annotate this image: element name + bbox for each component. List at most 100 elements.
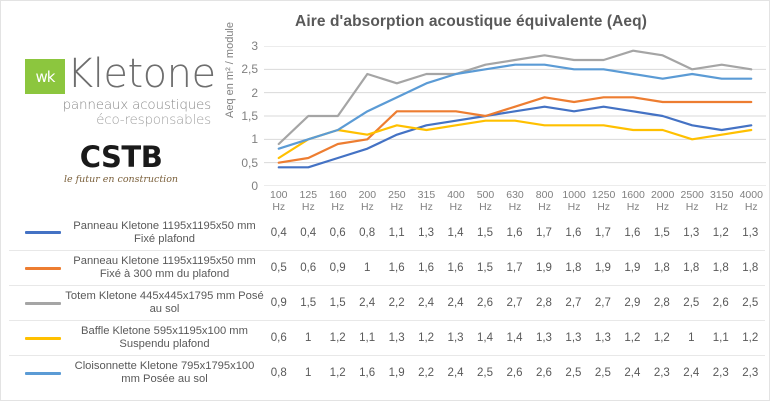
y-axis-tick-label: 2: [251, 85, 258, 100]
x-axis-freq-value: 3150: [710, 189, 734, 201]
table-cell-value: 0,6: [300, 262, 317, 274]
table-cell-value: 2,5: [565, 367, 582, 379]
legend-color-swatch: [25, 231, 61, 234]
x-axis-freq-value: 400: [447, 189, 465, 201]
table-cell-value: 1,6: [506, 226, 523, 239]
series-line-4: [277, 119, 753, 160]
x-axis-freq-value: 800: [535, 189, 554, 201]
x-axis-tick-label: 3150 Hz: [707, 189, 737, 217]
table-cell-value: 2,4: [683, 367, 700, 379]
table-cell-value: 0,9: [270, 297, 287, 309]
table-cell-value: 1,7: [535, 226, 552, 239]
legend-label: Totem Kletone 445x445x1795 mm Posé au so…: [65, 290, 264, 315]
table-cell-value: 2,8: [653, 297, 670, 309]
table-cell-value: 2,2: [388, 297, 405, 309]
table-cell-value: 1,3: [742, 226, 759, 239]
table-cell-value: 1,6: [418, 262, 435, 274]
table-cell-value: 1,2: [329, 367, 346, 379]
value-cells: 0,5 0,6 0,9 1 1,6 1,6 1,6 1,5 1,7 1,9 1,8 1,9 1,9 1,8…: [264, 262, 765, 274]
legend-label: Baffle Kletone 595x1195x100 mm Suspendu …: [81, 325, 248, 350]
x-axis-tick-label: 1250 Hz: [589, 189, 619, 217]
series-line-1: [277, 105, 753, 169]
x-axis-freq-unit: Hz: [715, 201, 729, 213]
legend-label: Cloisonnette Kletone 795x1795x100 mm Pos…: [74, 360, 255, 385]
table-cell-value: 1,8: [712, 262, 729, 274]
x-axis-freq-unit: Hz: [301, 201, 315, 213]
table-row: Totem Kletone 445x445x1795 mm Posé au so…: [9, 285, 765, 320]
series-line-2: [277, 96, 753, 164]
brand-block: wk Kletone panneaux acoustiques éco-resp…: [15, 51, 216, 200]
table-cell-value: 2,4: [624, 367, 641, 379]
series-line-3: [277, 49, 753, 146]
x-axis-freq-value: 315: [417, 189, 436, 201]
x-axis-freq-unit: Hz: [597, 201, 611, 213]
table-cell-value: 2,2: [418, 367, 435, 379]
legend-label: Panneau Kletone 1195x1195x50 mm Fixé pla…: [73, 219, 256, 245]
table-cell-value: 1,2: [653, 332, 670, 344]
legend-color-swatch: [25, 336, 61, 340]
table-cell-value: 1,9: [624, 262, 641, 274]
table-cell-value: 1,3: [594, 332, 611, 344]
table-cell-value: 0,5: [270, 262, 287, 274]
x-axis-freq-value: 4000: [739, 189, 763, 201]
x-axis-freq-value: 630: [506, 189, 524, 201]
cstb-wordmark: CSTB: [79, 140, 163, 174]
table-cell-value: 1,8: [565, 262, 582, 274]
legend-color-swatch: [25, 301, 61, 305]
table-cell-value: 2,3: [712, 367, 729, 379]
table-cell-value: 1,6: [565, 226, 582, 239]
table-cell-value: 2,4: [418, 297, 435, 309]
table-cell-value: 2,7: [594, 297, 611, 309]
table-cell-value: 1,7: [594, 226, 611, 239]
table-cell-value: 1,3: [565, 332, 582, 344]
x-axis-tick-label: 315 Hz: [412, 189, 442, 217]
legend-entry-5[interactable]: Cloisonnette Kletone 795x1795x100 mm Pos…: [9, 360, 264, 386]
y-axis-title: Aeq en m² / module: [224, 22, 236, 118]
table-cell-value: 1,5: [300, 297, 317, 309]
kletone-wordmark: Kletone: [67, 51, 216, 97]
legend-entry-4[interactable]: Baffle Kletone 595x1195x100 mm Suspendu …: [9, 325, 264, 351]
y-axis-tick-label: 1,5: [241, 109, 258, 123]
table-cell-value: 2,4: [447, 367, 464, 379]
x-axis-tick-label: 630 Hz: [500, 189, 530, 217]
table-row: Panneau Kletone 1195x1195x50 mm Fixé pla…: [9, 215, 765, 250]
table-cell-value: 1,7: [506, 262, 523, 274]
table-cell-value: 1,9: [388, 367, 405, 379]
kletone-logo: wk Kletone panneaux acoustiques éco-resp…: [15, 51, 216, 128]
table-cell-value: 1,6: [388, 262, 405, 274]
table-cell-value: 0,8: [270, 367, 287, 379]
table-cell-value: 1: [688, 332, 695, 344]
kletone-tagline-2: éco-responsables: [96, 112, 211, 128]
table-cell-value: 2,5: [594, 367, 611, 379]
line-chart-svg: [264, 45, 766, 187]
legend-entry-2[interactable]: Panneau Kletone 1195x1195x50 mm Fixé à 3…: [9, 255, 264, 281]
legend-entry-1[interactable]: Panneau Kletone 1195x1195x50 mm Fixé pla…: [9, 220, 264, 246]
table-cell-value: 2,6: [712, 297, 729, 309]
table-cell-value: 1,4: [477, 332, 494, 344]
table-cell-value: 1,6: [624, 226, 641, 239]
table-cell-value: 1,4: [447, 226, 464, 239]
plot-area: Aeq en m² / module 0 0,5 1 1,5 2 2,5 3: [216, 22, 766, 206]
table-cell-value: 0,4: [270, 226, 287, 239]
x-axis-freq-unit: Hz: [538, 201, 551, 213]
table-cell-value: 2,6: [535, 367, 552, 379]
legend-color-swatch: [25, 266, 61, 270]
table-cell-value: 1,5: [477, 262, 494, 274]
y-axis-tick-label: 2,5: [241, 62, 258, 77]
table-row: Panneau Kletone 1195x1195x50 mm Fixé à 3…: [9, 250, 765, 285]
x-axis-freq-unit: Hz: [390, 201, 404, 213]
table-cell-value: 1,2: [418, 332, 435, 344]
legend-entry-3[interactable]: Totem Kletone 445x445x1795 mm Posé au so…: [9, 290, 264, 316]
x-axis-tick-label: 100 Hz: [264, 189, 294, 217]
y-axis-tick-label: 3: [251, 39, 258, 53]
x-axis-freq-unit: Hz: [656, 201, 670, 213]
table-cell-value: 0,9: [329, 262, 346, 274]
x-axis-freq-unit: Hz: [272, 201, 286, 213]
table-cell-value: 2,7: [506, 297, 523, 309]
x-axis-labels: 100 Hz 125 Hz 160 Hz 200 Hz 250 Hz 315 Hz 400 Hz 500 Hz…: [264, 189, 766, 217]
table-cell-value: 1,9: [594, 262, 611, 274]
table-cell-value: 1: [305, 367, 312, 379]
table-cell-value: 1: [363, 262, 371, 274]
x-axis-freq-value: 200: [358, 189, 377, 201]
